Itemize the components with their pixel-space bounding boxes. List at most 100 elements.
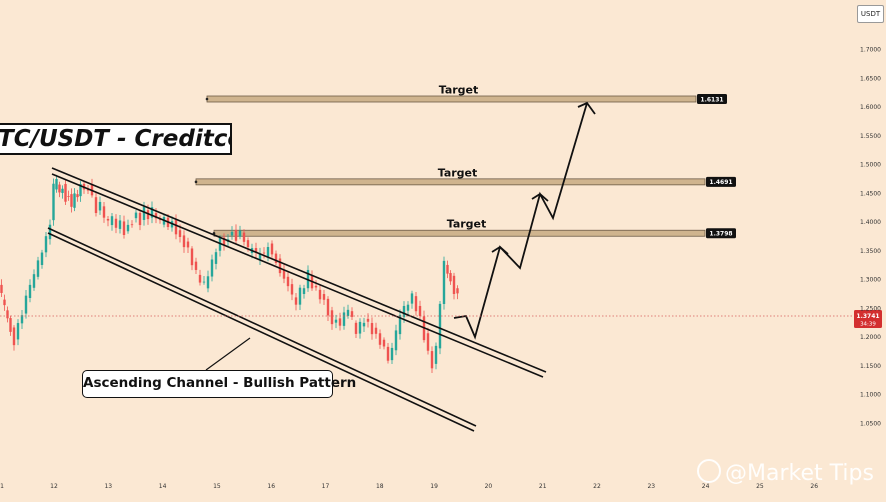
candle-body <box>12 327 16 346</box>
candle-body <box>246 240 250 248</box>
target-price-text: 1.4691 <box>709 179 732 186</box>
candle-body <box>406 304 410 311</box>
chart-title: TC/USDT - Creditcoin <box>0 123 232 155</box>
candle-body <box>67 196 70 197</box>
candle-body <box>452 275 456 294</box>
candle-body <box>94 197 98 214</box>
candle-body <box>79 184 82 197</box>
target-band <box>213 229 706 237</box>
target-price-tag <box>706 228 736 239</box>
candle-body <box>366 318 370 322</box>
target-band-anchor <box>205 97 209 101</box>
candle-body <box>158 219 162 221</box>
candle-body <box>390 347 394 361</box>
target-label: Target <box>439 84 479 97</box>
candle-body <box>198 274 202 283</box>
y-tick-label: 1.3000 <box>860 277 881 284</box>
target-price-text: 1.6131 <box>700 96 723 103</box>
candle-body <box>146 210 150 220</box>
x-tick-label: 13 <box>104 483 112 490</box>
candle-body <box>48 224 52 240</box>
candle-body <box>150 207 154 218</box>
candle-body <box>202 281 206 283</box>
target-band <box>195 178 706 186</box>
candle-body <box>182 235 186 248</box>
candle-body <box>434 345 438 364</box>
candle-body <box>402 305 406 318</box>
x-tick-label: 12 <box>50 483 58 490</box>
currency-label[interactable]: USDT <box>857 5 884 23</box>
candle-body <box>106 218 110 221</box>
y-tick-label: 1.6000 <box>860 104 881 111</box>
target-label: Target <box>447 218 487 231</box>
candle-body <box>186 241 190 248</box>
y-tick-label: 1.1000 <box>860 392 881 399</box>
x-tick-label: 17 <box>322 483 330 490</box>
candle-body <box>76 194 79 198</box>
candle-body <box>9 318 12 332</box>
candle-body <box>6 310 9 319</box>
candle-body <box>114 218 118 228</box>
candle-body <box>174 219 178 235</box>
x-tick-label: 15 <box>213 483 221 490</box>
candle-body <box>214 252 218 264</box>
candle-body <box>342 312 346 326</box>
candle-body <box>32 274 36 288</box>
candle-body <box>222 237 226 245</box>
candle-body <box>314 285 318 288</box>
x-tick-label: 19 <box>430 483 438 490</box>
candle-body <box>44 236 48 253</box>
countdown-text: 34:39 <box>860 322 876 328</box>
candle-body <box>118 220 122 229</box>
y-tick-label: 1.7000 <box>860 47 881 54</box>
candle-body <box>338 318 342 326</box>
candle-body <box>334 319 338 323</box>
projection-arrowhead <box>531 192 549 202</box>
candle-body <box>36 260 40 277</box>
candle-body <box>20 315 24 324</box>
candle-body <box>210 259 214 277</box>
candle-body <box>456 288 459 294</box>
candle-body <box>230 231 234 236</box>
candle-body <box>134 212 138 219</box>
candle-body <box>286 276 290 287</box>
candle-body <box>414 296 418 312</box>
candle-body <box>382 339 386 347</box>
candle-body <box>270 243 274 255</box>
candle-body <box>278 258 282 274</box>
candle-body <box>24 295 28 314</box>
channel-lower-line <box>47 232 475 432</box>
x-tick-label: 16 <box>267 483 275 490</box>
channel-lower-line <box>47 227 477 427</box>
x-tick-label: 24 <box>702 483 710 490</box>
y-tick-label: 1.0500 <box>860 421 881 428</box>
candle-body <box>138 212 142 226</box>
y-tick-label: 1.1500 <box>860 363 881 370</box>
candle-body <box>40 252 44 265</box>
x-tick-label: 22 <box>593 483 601 490</box>
y-tick-label: 1.2000 <box>860 334 881 341</box>
candle-body <box>298 287 302 305</box>
y-tick-label: 1.5500 <box>860 133 881 140</box>
candle-body <box>234 229 238 241</box>
candle-body <box>394 330 398 351</box>
candle-body <box>110 216 114 226</box>
candle-body <box>350 311 354 317</box>
candle-body <box>242 232 246 242</box>
pattern-annotation: Ascending Channel - Bullish Pattern <box>82 370 356 398</box>
candle-body <box>122 221 126 235</box>
candle-body <box>330 310 334 325</box>
y-tick-label: 1.4500 <box>860 190 881 197</box>
candle-body <box>374 327 378 334</box>
candle-body <box>102 206 106 218</box>
candle-body <box>418 305 422 316</box>
candle-body <box>398 314 402 335</box>
candle-body <box>446 264 449 274</box>
candle-body <box>238 230 242 237</box>
candle-body <box>282 270 286 279</box>
annotation-pointer <box>205 337 251 371</box>
candle-body <box>58 184 61 193</box>
